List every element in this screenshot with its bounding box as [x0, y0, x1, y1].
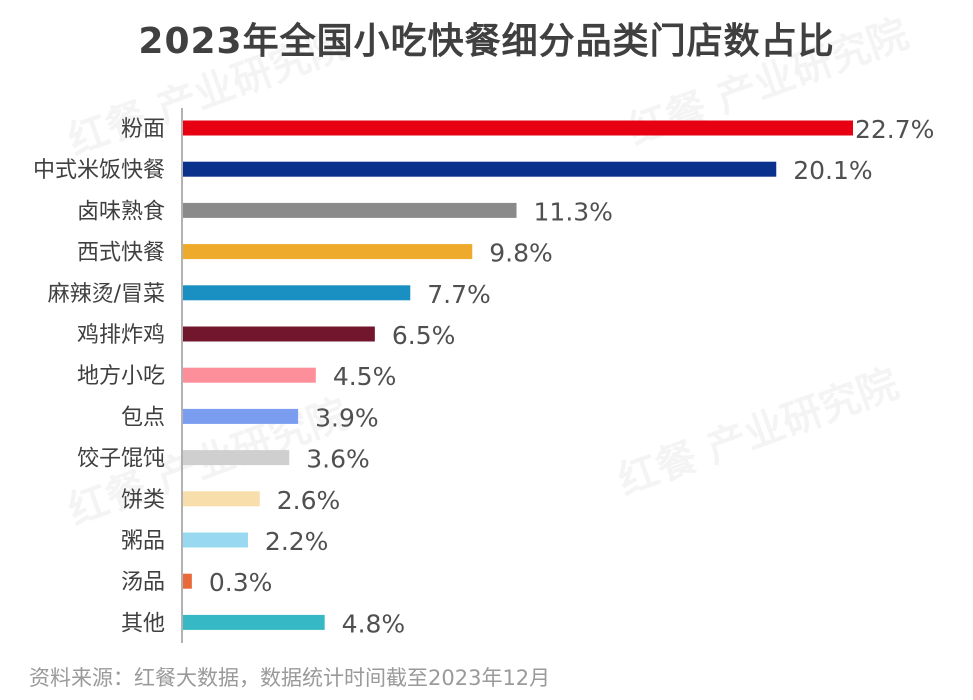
bar — [183, 244, 473, 260]
category-label: 饺子馄饨 — [77, 447, 165, 472]
data-label: 0.3% — [209, 568, 273, 597]
data-label: 4.5% — [333, 362, 397, 391]
data-label: 2.2% — [265, 527, 329, 556]
bar — [183, 408, 299, 424]
category-label: 地方小吃 — [77, 364, 165, 389]
source-note: 资料来源：红餐大数据，数据统计时间截至2023年12月 — [29, 666, 551, 690]
category-label: 鸡排炸鸡 — [77, 323, 165, 348]
category-label: 包点 — [121, 405, 165, 430]
chart-title: 2023年全国小吃快餐细分品类门店数占比 — [138, 21, 835, 62]
data-label: 2.6% — [277, 486, 341, 515]
data-label: 6.5% — [392, 321, 456, 350]
category-label: 其他 — [121, 611, 165, 636]
data-label: 11.3% — [534, 197, 613, 226]
bar — [183, 450, 290, 466]
data-label: 4.8% — [342, 609, 406, 638]
bar — [183, 326, 375, 342]
category-label: 麻辣烫/冒菜 — [48, 282, 165, 307]
category-label: 西式快餐 — [77, 241, 165, 266]
data-label: 3.9% — [315, 403, 379, 432]
category-label: 卤味熟食 — [77, 199, 165, 224]
category-label: 中式米饭快餐 — [33, 158, 165, 183]
bar — [183, 532, 248, 548]
category-label: 汤品 — [121, 570, 165, 595]
bar — [183, 614, 325, 630]
data-label: 20.1% — [793, 156, 872, 185]
data-label: 9.8% — [489, 239, 553, 268]
data-label: 3.6% — [306, 445, 370, 474]
bar — [183, 161, 777, 177]
category-label: 粉面 — [121, 117, 165, 142]
bar — [183, 491, 260, 507]
bar — [183, 285, 411, 301]
bar — [183, 367, 316, 383]
category-label: 饼类 — [121, 488, 165, 513]
bar — [183, 573, 192, 589]
data-label: 7.7% — [427, 280, 491, 309]
category-label: 粥品 — [121, 529, 165, 554]
data-label: 22.7% — [855, 115, 934, 144]
bar — [183, 202, 517, 218]
bar — [183, 120, 853, 136]
